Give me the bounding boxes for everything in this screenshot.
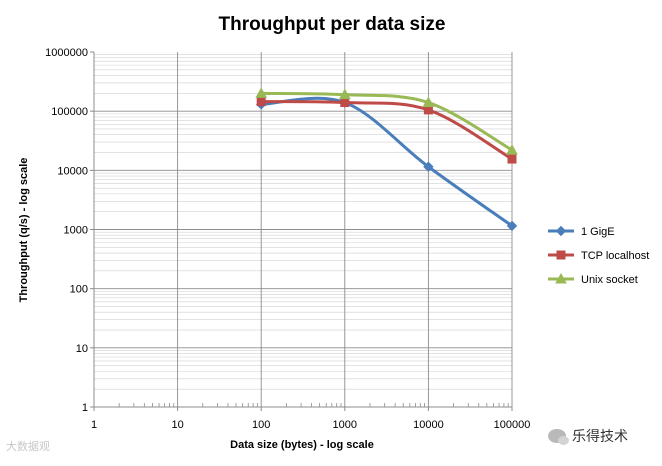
series-line-tcp-localhost <box>259 100 514 161</box>
x-tick-label: 100000 <box>494 419 531 431</box>
series-1-gige <box>255 96 518 232</box>
legend-label-unix-socket: Unix socket <box>581 274 638 286</box>
x-tick-label: 100 <box>252 419 270 431</box>
legend-marker-unix-socket <box>555 272 567 284</box>
chart-title: Throughput per data size <box>219 14 446 35</box>
data-point-unix-socket <box>255 87 268 98</box>
grid <box>93 52 513 408</box>
watermark-left: 大数据观 <box>6 440 50 453</box>
y-tick-label: 10 <box>76 343 88 355</box>
data-point-unix-socket <box>338 88 351 100</box>
legend-item-1-gige: 1 GigE <box>548 225 615 238</box>
data-point-tcp-localhost <box>423 105 433 115</box>
series-line-unix-socket <box>259 91 514 152</box>
y-tick-label: 1000 <box>64 225 88 237</box>
watermark-right: 乐得技术 <box>548 426 628 446</box>
axes: 1 10 100 1000 10000 100000 1000000 1 10 100 1000 10… <box>45 47 530 431</box>
data-point-1-gige <box>506 220 518 232</box>
y-tick-label: 1 <box>82 402 88 414</box>
legend-label-tcp-localhost: TCP localhost <box>581 250 649 262</box>
series-line-1-gige <box>259 96 514 228</box>
x-tick-label: 10 <box>171 419 183 431</box>
x-tick-label: 10000 <box>413 419 444 431</box>
legend-item-unix-socket: Unix socket <box>548 272 638 286</box>
legend-label-1-gige: 1 GigE <box>581 226 615 238</box>
legend-marker-1-gige <box>555 225 567 237</box>
y-tick-label: 100000 <box>51 106 88 118</box>
series-layer <box>255 87 518 232</box>
x-axis-label: Data size (bytes) - log scale <box>230 439 374 451</box>
legend-item-tcp-localhost: TCP localhost <box>548 250 649 262</box>
data-point-tcp-localhost <box>256 97 266 107</box>
y-axis-label: Throughput (q/s) - log scale <box>18 158 30 303</box>
data-point-unix-socket <box>506 144 518 155</box>
legend: 1 GigE TCP localhost Unix socket <box>548 225 649 286</box>
data-point-tcp-localhost <box>340 98 350 108</box>
wechat-icon <box>548 429 569 445</box>
y-tick-label: 10000 <box>57 165 88 177</box>
data-point-1-gige <box>423 161 434 172</box>
series-tcp-localhost <box>256 97 517 164</box>
data-point-tcp-localhost <box>507 154 517 164</box>
x-tick-label: 1 <box>91 419 97 431</box>
y-tick-label: 1000000 <box>45 47 88 59</box>
watermark-right-text: 乐得技术 <box>572 429 628 445</box>
x-tick-label: 1000 <box>333 419 357 431</box>
legend-marker-tcp-localhost <box>556 250 566 260</box>
y-tick-label: 100 <box>70 284 88 296</box>
series-unix-socket <box>255 87 518 155</box>
data-point-unix-socket <box>422 96 435 108</box>
